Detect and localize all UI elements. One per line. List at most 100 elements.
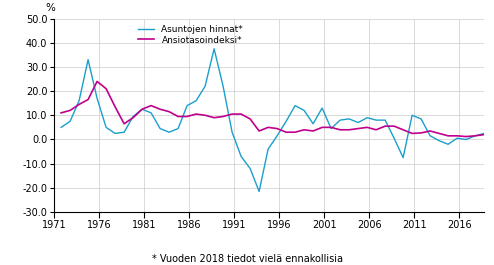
Ansiotasoindeksi* — [265, 126, 271, 129]
Ansiotasoindeksi* — [319, 126, 325, 129]
Asuntojen hinnat* — [85, 58, 91, 61]
Ansiotasoindeksi* — [418, 131, 424, 135]
Asuntojen hinnat* — [247, 167, 253, 170]
Asuntojen hinnat* — [283, 120, 289, 123]
Ansiotasoindeksi* — [58, 111, 64, 114]
Asuntojen hinnat* — [238, 155, 244, 158]
Asuntojen hinnat* — [418, 117, 424, 121]
Ansiotasoindeksi* — [373, 128, 379, 131]
Ansiotasoindeksi* — [211, 116, 217, 119]
Asuntojen hinnat* — [409, 114, 415, 117]
Ansiotasoindeksi* — [238, 112, 244, 116]
Ansiotasoindeksi* — [85, 98, 91, 101]
Text: * Vuoden 2018 tiedot vielä ennakollisia: * Vuoden 2018 tiedot vielä ennakollisia — [152, 254, 342, 264]
Ansiotasoindeksi* — [274, 127, 280, 130]
Ansiotasoindeksi* — [463, 135, 469, 138]
Ansiotasoindeksi* — [67, 109, 73, 112]
Asuntojen hinnat* — [76, 99, 82, 102]
Ansiotasoindeksi* — [346, 128, 352, 131]
Ansiotasoindeksi* — [103, 87, 109, 90]
Ansiotasoindeksi* — [256, 129, 262, 132]
Ansiotasoindeksi* — [337, 128, 343, 131]
Ansiotasoindeksi* — [121, 122, 127, 125]
Asuntojen hinnat* — [193, 99, 199, 102]
Ansiotasoindeksi* — [184, 115, 190, 118]
Ansiotasoindeksi* — [76, 103, 82, 106]
Asuntojen hinnat* — [391, 137, 397, 140]
Ansiotasoindeksi* — [247, 117, 253, 121]
Ansiotasoindeksi* — [283, 131, 289, 134]
Ansiotasoindeksi* — [454, 134, 460, 138]
Ansiotasoindeksi* — [427, 129, 433, 132]
Ansiotasoindeksi* — [364, 126, 370, 129]
Ansiotasoindeksi* — [310, 129, 316, 132]
Asuntojen hinnat* — [427, 134, 433, 138]
Asuntojen hinnat* — [364, 116, 370, 119]
Ansiotasoindeksi* — [202, 114, 208, 117]
Ansiotasoindeksi* — [157, 108, 163, 111]
Asuntojen hinnat* — [229, 131, 235, 134]
Asuntojen hinnat* — [184, 104, 190, 107]
Asuntojen hinnat* — [130, 115, 136, 118]
Asuntojen hinnat* — [220, 85, 226, 88]
Ansiotasoindeksi* — [112, 105, 118, 108]
Ansiotasoindeksi* — [445, 134, 451, 138]
Ansiotasoindeksi* — [220, 115, 226, 118]
Asuntojen hinnat* — [382, 118, 388, 122]
Asuntojen hinnat* — [256, 190, 262, 193]
Asuntojen hinnat* — [157, 127, 163, 130]
Ansiotasoindeksi* — [229, 112, 235, 116]
Line: Ansiotasoindeksi*: Ansiotasoindeksi* — [61, 81, 484, 136]
Asuntojen hinnat* — [112, 132, 118, 135]
Asuntojen hinnat* — [301, 109, 307, 112]
Ansiotasoindeksi* — [382, 125, 388, 128]
Asuntojen hinnat* — [139, 108, 145, 111]
Asuntojen hinnat* — [445, 143, 451, 146]
Ansiotasoindeksi* — [130, 116, 136, 119]
Asuntojen hinnat* — [337, 118, 343, 122]
Asuntojen hinnat* — [175, 127, 181, 130]
Ansiotasoindeksi* — [94, 80, 100, 83]
Ansiotasoindeksi* — [400, 128, 406, 131]
Ansiotasoindeksi* — [391, 125, 397, 128]
Asuntojen hinnat* — [472, 134, 478, 138]
Asuntojen hinnat* — [103, 126, 109, 129]
Ansiotasoindeksi* — [139, 108, 145, 111]
Asuntojen hinnat* — [436, 139, 442, 142]
Ansiotasoindeksi* — [193, 112, 199, 116]
Ansiotasoindeksi* — [166, 110, 172, 113]
Line: Asuntojen hinnat*: Asuntojen hinnat* — [61, 49, 484, 191]
Asuntojen hinnat* — [292, 104, 298, 107]
Ansiotasoindeksi* — [409, 132, 415, 135]
Asuntojen hinnat* — [481, 132, 487, 135]
Asuntojen hinnat* — [58, 126, 64, 129]
Ansiotasoindeksi* — [301, 128, 307, 131]
Asuntojen hinnat* — [274, 134, 280, 138]
Ansiotasoindeksi* — [148, 104, 154, 107]
Y-axis label: %: % — [45, 3, 55, 13]
Ansiotasoindeksi* — [292, 131, 298, 134]
Asuntojen hinnat* — [148, 111, 154, 114]
Asuntojen hinnat* — [310, 122, 316, 125]
Ansiotasoindeksi* — [436, 132, 442, 135]
Asuntojen hinnat* — [346, 117, 352, 121]
Ansiotasoindeksi* — [481, 133, 487, 136]
Asuntojen hinnat* — [355, 121, 361, 124]
Asuntojen hinnat* — [202, 85, 208, 88]
Asuntojen hinnat* — [67, 120, 73, 123]
Asuntojen hinnat* — [400, 156, 406, 159]
Ansiotasoindeksi* — [355, 127, 361, 130]
Asuntojen hinnat* — [94, 97, 100, 100]
Ansiotasoindeksi* — [328, 126, 334, 129]
Asuntojen hinnat* — [328, 127, 334, 130]
Asuntojen hinnat* — [373, 118, 379, 122]
Asuntojen hinnat* — [121, 131, 127, 134]
Asuntojen hinnat* — [454, 137, 460, 140]
Legend: Asuntojen hinnat*, Ansiotasoindeksi*: Asuntojen hinnat*, Ansiotasoindeksi* — [136, 23, 245, 46]
Asuntojen hinnat* — [319, 107, 325, 110]
Ansiotasoindeksi* — [472, 134, 478, 138]
Asuntojen hinnat* — [166, 131, 172, 134]
Asuntojen hinnat* — [463, 138, 469, 141]
Asuntojen hinnat* — [211, 47, 217, 50]
Asuntojen hinnat* — [265, 148, 271, 151]
